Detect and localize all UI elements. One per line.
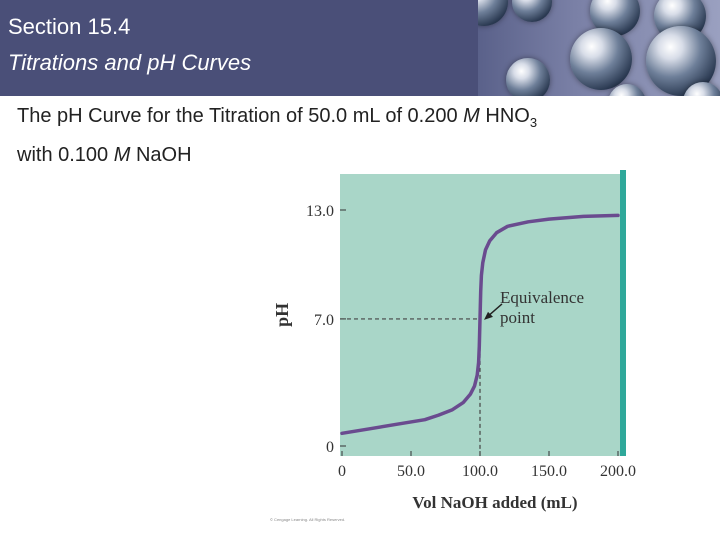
sphere-decoration [608, 84, 646, 96]
annotation-label-line1: Equivalence [500, 288, 584, 307]
x-axis-label: Vol NaOH added (mL) [412, 493, 577, 512]
ph-titration-chart: 0 7.0 13.0 0 50.0 100.0 150.0 200.0 Vol NaOH add… [272, 170, 636, 512]
y-axis-label: pH [272, 303, 292, 327]
annotation-arrowhead [484, 311, 493, 320]
sphere-decoration [512, 0, 552, 22]
decorative-sphere-banner [478, 0, 720, 96]
x-tick-label: 200.0 [600, 463, 636, 480]
ph-curve-line [340, 213, 620, 436]
plot-right-edge [620, 170, 626, 456]
sphere-decoration [506, 58, 550, 96]
x-tick-label: 0 [338, 463, 346, 480]
section-title: Section 15.4 [8, 14, 131, 39]
y-tick-label: 0 [326, 439, 334, 456]
topic-title: Titrations and pH Curves [8, 50, 252, 75]
sphere-decoration [570, 28, 632, 90]
title-banner: Section 15.4 Titrations and pH Curves [0, 0, 478, 96]
x-tick-label: 150.0 [531, 463, 567, 480]
x-tick-label: 100.0 [462, 463, 498, 480]
sphere-decoration [478, 0, 508, 26]
x-tick-label: 50.0 [397, 463, 425, 480]
slide-subtitle: The pH Curve for the Titration of 50.0 m… [17, 105, 538, 166]
copyright-credit: © Cengage Learning. All Rights Reserved. [270, 517, 346, 522]
sphere-decoration [683, 82, 720, 96]
y-tick-label: 13.0 [306, 203, 334, 220]
y-tick-label: 7.0 [314, 312, 334, 329]
annotation-label-line2: point [500, 308, 535, 327]
